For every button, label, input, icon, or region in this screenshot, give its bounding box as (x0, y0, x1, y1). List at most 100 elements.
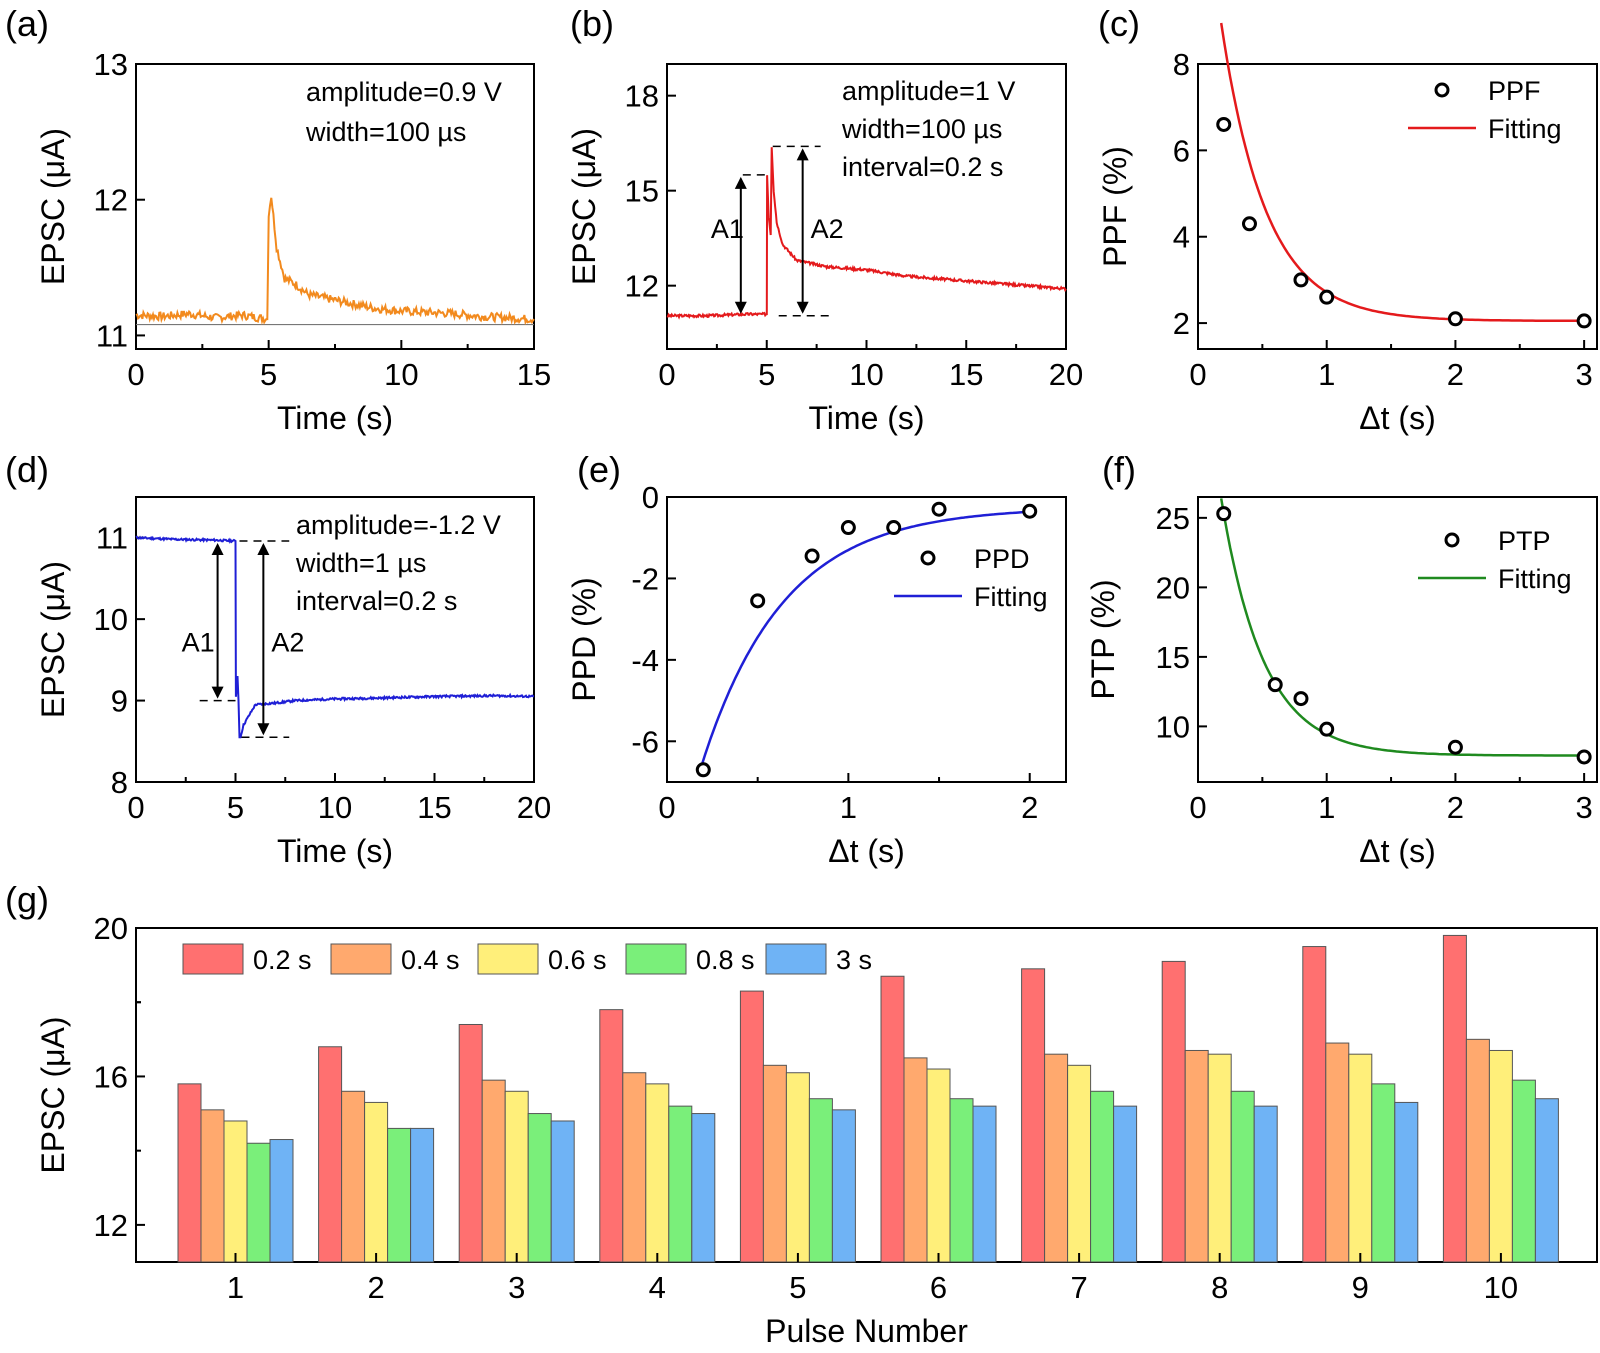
x-axis-label: Time (s) (277, 833, 393, 869)
legend-swatch (625, 943, 687, 975)
legend-label-fit: Fitting (974, 582, 1048, 612)
panel-e: (e) 0 1 2 0 -2 -4 -6 Δt (s) PPD (%) PPD Fitting (566, 449, 1067, 869)
legend-swatch (182, 943, 244, 975)
a1-label: A1 (711, 214, 744, 244)
y-tick-label: 9 (111, 684, 128, 719)
bar (785, 1072, 810, 1263)
bar (504, 1090, 529, 1263)
annotation: width=1 µs (295, 548, 426, 578)
annotation: amplitude=1 V (842, 76, 1015, 106)
x-tick-label: 0 (658, 790, 675, 825)
a1-arrow-head-up (211, 542, 224, 555)
x-axis-label: Time (s) (277, 400, 393, 436)
y-tick-label: 25 (1156, 501, 1190, 536)
a2-arrow-head-up (257, 542, 270, 555)
bar (880, 975, 905, 1263)
x-tick-label: 20 (1049, 357, 1083, 392)
annotation: width=100 µs (841, 114, 1002, 144)
bar (364, 1101, 389, 1263)
y-tick-label: -4 (631, 643, 659, 678)
plot-frame (666, 63, 1067, 350)
fitting-curve (1219, 498, 1585, 757)
panel-c: (c) 0 1 2 3 2 4 6 8 Δt (s) PPF (%) PPF Fitting (1097, 3, 1598, 436)
plot-frame (666, 496, 1067, 783)
data-point (1319, 721, 1335, 737)
panel-label: (f) (1102, 449, 1136, 490)
bar (1488, 1049, 1513, 1263)
x-tick-label: 10 (849, 357, 883, 392)
y-axis-label: EPSC (μA) (35, 561, 71, 718)
panel-label: (b) (570, 3, 614, 44)
legend-label-points: PTP (1498, 526, 1551, 556)
y-tick-label: 4 (1173, 220, 1190, 255)
bar (177, 1083, 202, 1263)
legend-label-fit: Fitting (1488, 114, 1562, 144)
bar (1394, 1101, 1419, 1263)
x-tick-label: 0 (1189, 357, 1206, 392)
data-point (1576, 313, 1592, 329)
y-axis-label: EPSC (μA) (566, 128, 602, 285)
y-tick-label: 2 (1173, 306, 1190, 341)
x-tick-label: 7 (1070, 1270, 1087, 1305)
y-tick-label: -2 (631, 561, 659, 596)
fitting-curve (1219, 22, 1585, 323)
y-axis-label: PPD (%) (566, 577, 602, 701)
x-tick-label: 10 (384, 357, 418, 392)
data-point (1293, 691, 1309, 707)
bar (1348, 1053, 1373, 1263)
bar (1230, 1090, 1255, 1263)
annotation: amplitude=0.9 V (306, 77, 502, 107)
data-point (1447, 311, 1463, 327)
x-tick-label: 0 (1189, 790, 1206, 825)
x-tick-label: 9 (1352, 1270, 1369, 1305)
x-tick-label: 1 (1318, 357, 1335, 392)
x-tick-label: 5 (260, 357, 277, 392)
y-tick-label: 15 (625, 174, 659, 209)
bar (1021, 968, 1046, 1263)
a2-label: A2 (811, 214, 844, 244)
x-axis-label: Pulse Number (765, 1313, 968, 1349)
x-tick-label: 0 (658, 357, 675, 392)
panel-label: (a) (5, 3, 49, 44)
x-tick-label: 0 (127, 790, 144, 825)
data-point (1216, 116, 1232, 132)
y-tick-label: 20 (94, 911, 128, 946)
legend-swatch (765, 943, 827, 975)
epsc-trace (135, 197, 535, 326)
annotation: amplitude=-1.2 V (296, 510, 501, 540)
y-tick-label: 0 (642, 480, 659, 515)
x-tick-label: 20 (517, 790, 551, 825)
y-tick-label: 18 (625, 79, 659, 114)
y-tick-label: 11 (96, 318, 128, 353)
y-tick-label: 8 (111, 765, 128, 800)
x-tick-label: 2 (1447, 790, 1464, 825)
x-tick-label: 10 (1484, 1270, 1518, 1305)
data-point (1022, 503, 1038, 519)
bar (1302, 946, 1327, 1263)
bar (527, 1113, 552, 1263)
y-tick-label: 10 (94, 602, 128, 637)
x-tick-label: 3 (1576, 790, 1593, 825)
panel-f: (f) 0 1 2 3 10 15 20 25 Δt (s) PTP (%) PTP Fitting (1085, 449, 1598, 869)
x-tick-label: 1 (1318, 790, 1335, 825)
legend-swatch (330, 943, 392, 975)
legend-label-points: PPD (974, 544, 1030, 574)
panel-label: (e) (577, 449, 621, 490)
data-point (804, 548, 820, 564)
bar (1161, 960, 1186, 1263)
legend-label: 0.2 s (253, 945, 312, 975)
data-point (1293, 272, 1309, 288)
epsc-trace (135, 535, 535, 739)
x-tick-label: 0 (127, 357, 144, 392)
bar (645, 1083, 670, 1263)
x-tick-label: 1 (840, 790, 857, 825)
bar (1325, 1042, 1350, 1263)
a1-arrow-head-down (734, 301, 747, 314)
bar (739, 990, 764, 1263)
x-tick-label: 15 (949, 357, 983, 392)
plot-frame (1197, 63, 1598, 350)
bar (1253, 1105, 1278, 1263)
data-point (1267, 677, 1283, 693)
bar (481, 1079, 506, 1263)
bar (1442, 934, 1467, 1263)
